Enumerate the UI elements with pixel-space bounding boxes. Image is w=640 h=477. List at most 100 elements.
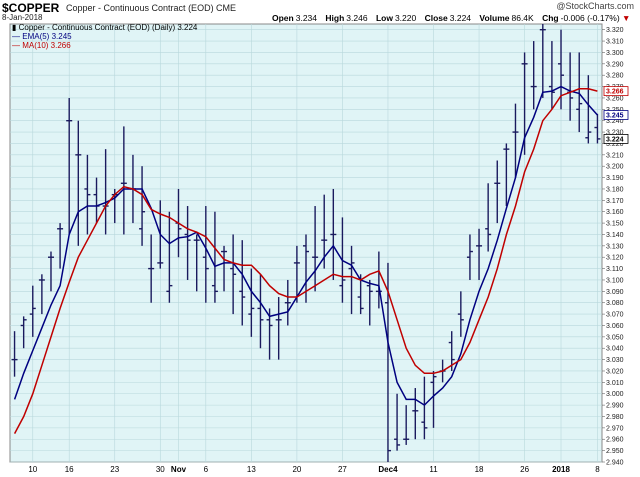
x-tick-label: 8 — [595, 465, 600, 474]
y-tick-label: 3.010 — [606, 380, 624, 387]
legend-ohlc-text: Copper - Continuous Contract (EOD) (Dail… — [18, 23, 198, 32]
quote-line: Open 3.234 High 3.246 Low 3.220 Close 3.224 … — [272, 13, 630, 23]
y-tick-label: 2.940 — [606, 460, 624, 467]
ohlc-bar — [11, 331, 18, 377]
ohlc-bar — [20, 316, 27, 349]
legend-ema-text: EMA(5) 3.245 — [22, 32, 72, 41]
ohlc-bar — [430, 370, 437, 428]
ohlc-bar — [539, 24, 546, 98]
ohlc-bar — [221, 245, 228, 292]
ohlc-bar — [248, 268, 255, 337]
ohlc-bar — [357, 274, 364, 315]
y-tick-label: 3.200 — [606, 164, 624, 171]
y-tick-label: 3.030 — [606, 357, 624, 364]
ohlc-bar — [476, 228, 483, 280]
symbol-title: $COPPER — [2, 1, 60, 15]
ohlc-bar — [257, 274, 264, 349]
chg-label: Chg — [542, 13, 559, 23]
y-tick-label: 3.170 — [606, 198, 624, 205]
y-tick-label: 3.300 — [606, 50, 624, 57]
low-label: Low — [375, 13, 393, 23]
brand-watermark: @StockCharts.com — [556, 1, 634, 11]
x-tick-label: 2018 — [552, 465, 570, 474]
y-tick-label: 3.070 — [606, 312, 624, 319]
y-tick-label: 3.230 — [606, 130, 624, 137]
ohlc-bar — [38, 274, 45, 315]
price-marker-label: 3.245 — [606, 113, 624, 120]
y-tick-label: 3.060 — [606, 323, 624, 330]
ohlc-bar — [66, 97, 73, 235]
ohlc-bar — [284, 279, 291, 326]
y-tick-label: 3.240 — [606, 118, 624, 125]
price-marker-box — [603, 134, 629, 144]
ohlc-bar — [348, 245, 355, 315]
ohlc-bar — [485, 183, 492, 252]
x-tick-label: Dec4 — [378, 465, 398, 474]
volume-label: Volume — [479, 13, 510, 23]
y-tick-label: 2.990 — [606, 403, 624, 410]
ohlc-bar — [594, 113, 601, 144]
ohlc-bar — [448, 331, 455, 371]
ohlc-bar — [412, 388, 419, 440]
ohlc-bar — [84, 154, 91, 235]
y-tick-label: 2.980 — [606, 414, 624, 421]
ohlc-bar — [312, 206, 319, 292]
close-value: 3.224 — [449, 13, 472, 23]
ohlc-bar — [29, 285, 36, 337]
ohlc-bar — [47, 251, 54, 292]
x-tick-label: 11 — [429, 465, 438, 474]
y-tick-label: 3.100 — [606, 277, 624, 284]
x-tick-label: 30 — [156, 465, 165, 474]
y-tick-label: 3.020 — [606, 368, 624, 375]
ohlc-bar — [384, 262, 391, 462]
low-value: 3.220 — [394, 13, 417, 23]
y-tick-label: 3.140 — [606, 232, 624, 239]
ohlc-bar — [57, 223, 64, 269]
open-value: 3.234 — [295, 13, 318, 23]
y-tick-label: 3.260 — [606, 95, 624, 102]
x-tick-label: 18 — [475, 465, 484, 474]
y-tick-label: 3.160 — [606, 209, 624, 216]
y-tick-label: 2.960 — [606, 437, 624, 444]
y-tick-label: 3.290 — [606, 61, 624, 68]
ohlc-bar — [421, 376, 428, 440]
y-tick-label: 2.950 — [606, 448, 624, 455]
y-tick-label: 3.220 — [606, 141, 624, 148]
price-marker: 3.224 — [603, 134, 629, 144]
y-tick-label: 3.280 — [606, 73, 624, 80]
ohlc-bar — [403, 405, 410, 445]
ohlc-bar — [503, 143, 510, 207]
y-tick-label: 3.110 — [606, 266, 623, 273]
ohlc-bar — [366, 279, 373, 326]
y-tick-label: 3.210 — [606, 152, 624, 159]
ohlc-bar — [148, 234, 155, 303]
price-marker-box — [603, 86, 629, 97]
legend-ma: — MA(10) 3.266 — [12, 41, 71, 50]
y-tick-label: 2.970 — [606, 425, 624, 432]
chart-legend: ▮ Copper - Continuous Contract (EOD) (Da… — [12, 23, 197, 50]
y-tick-label: 3.050 — [606, 334, 624, 341]
y-tick-label: 3.320 — [606, 27, 624, 34]
price-marker: 3.245 — [603, 110, 629, 120]
x-tick-label: 13 — [247, 465, 256, 474]
ohlc-bar — [202, 206, 209, 303]
legend-ema: — EMA(5) 3.245 — [12, 32, 72, 41]
ohlc-bar — [530, 41, 537, 110]
ohlc-bar — [139, 166, 146, 246]
price-marker-box — [603, 110, 629, 120]
price-marker-label: 3.224 — [606, 136, 624, 143]
ohlc-bars — [11, 24, 601, 462]
ohlc-bar — [275, 297, 282, 360]
x-tick-label: 16 — [65, 465, 74, 474]
ohlc-bar — [330, 188, 337, 280]
ohlc-bar — [494, 160, 501, 224]
x-tick-label: 26 — [520, 465, 529, 474]
ohlc-bar — [193, 234, 200, 292]
ohlc-bar — [120, 126, 127, 235]
ohlc-bar — [166, 211, 173, 303]
x-tick-label: Nov — [171, 465, 187, 474]
ohlc-bar — [585, 75, 592, 144]
ohlc-bar — [184, 206, 191, 280]
x-tick-label: 6 — [204, 465, 209, 474]
x-tick-label: 23 — [110, 465, 119, 474]
